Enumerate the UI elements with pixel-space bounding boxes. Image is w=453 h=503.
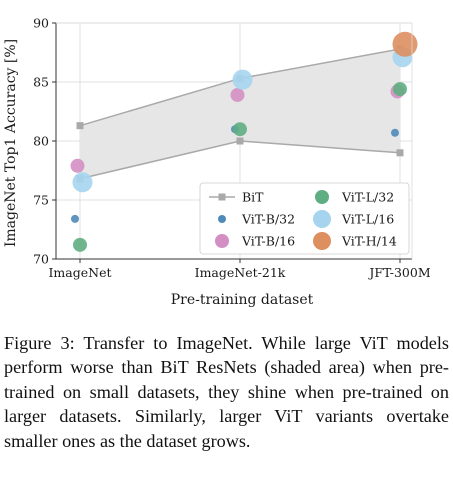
legend-bit-marker <box>218 193 226 201</box>
vit-b-32-point <box>71 214 79 223</box>
legend-marker <box>313 210 331 228</box>
legend-label: ViT-L/32 <box>341 190 394 205</box>
y-tick-label: 75 <box>33 193 49 208</box>
data-marks <box>70 31 418 252</box>
x-tick-label: ImageNet-21k <box>195 265 286 280</box>
legend-label: ViT-L/16 <box>341 212 394 227</box>
vit-l-32-point <box>393 82 407 97</box>
vit-b-16-point <box>70 158 85 173</box>
x-axis-title: Pre-training dataset <box>171 292 314 308</box>
y-tick-label: 85 <box>33 75 49 90</box>
vit-b-32-point <box>391 128 399 137</box>
vit-l-32-point <box>233 122 247 137</box>
legend-marker <box>313 232 331 250</box>
legend-marker <box>218 215 226 223</box>
axes: 70 75 80 85 90 ImageNet ImageNet-21k JFT-300M <box>33 16 431 281</box>
figure-caption: Figure 3: Transfer to ImageNet. While la… <box>4 333 449 451</box>
legend-marker <box>215 234 229 248</box>
legend: BiT ViT-B/32 ViT-B/16 ViT-L/32 ViT-L/16 ViT-H… <box>199 182 410 255</box>
y-tick-label: 70 <box>33 252 49 267</box>
x-tick-label: ImageNet <box>48 265 111 280</box>
vit-l-16-point <box>72 172 93 193</box>
legend-label: ViT-B/32 <box>241 212 295 227</box>
bit-point <box>396 149 404 157</box>
y-axis-title: ImageNet Top1 Accuracy [%] <box>3 39 19 247</box>
bit-point <box>76 122 84 130</box>
vit-h-14-point <box>392 31 418 57</box>
legend-label: ViT-B/16 <box>241 234 295 249</box>
legend-label: ViT-H/14 <box>341 234 397 249</box>
legend-box <box>199 182 410 255</box>
y-tick-label: 90 <box>33 16 49 31</box>
x-tick-label: JFT-300M <box>367 265 430 280</box>
vit-l-16-point <box>232 69 253 90</box>
transfer-accuracy-chart: 70 75 80 85 90 ImageNet ImageNet-21k JFT-300M I… <box>3 16 431 309</box>
vit-b-16-point <box>230 87 245 102</box>
vit-l-32-point <box>73 237 87 252</box>
legend-label: BiT <box>242 190 264 205</box>
bit-point <box>236 137 244 145</box>
legend-marker <box>315 190 329 204</box>
y-tick-label: 80 <box>33 134 49 149</box>
